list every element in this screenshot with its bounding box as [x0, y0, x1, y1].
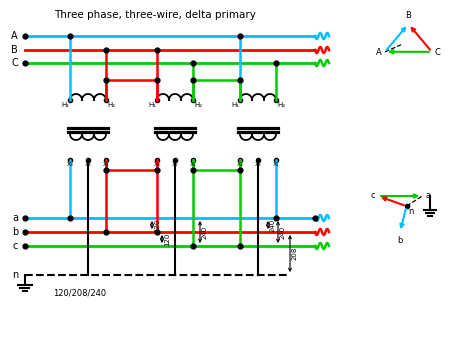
Text: H₂: H₂ — [277, 102, 285, 108]
Text: 208: 208 — [292, 247, 298, 260]
Text: A: A — [11, 31, 18, 41]
Text: A: A — [376, 48, 382, 57]
Text: 240: 240 — [202, 225, 208, 239]
Text: X₃: X₃ — [67, 162, 73, 167]
Text: C: C — [435, 48, 441, 57]
Text: X₂: X₂ — [172, 162, 178, 167]
Text: a: a — [12, 213, 18, 223]
Text: 240: 240 — [280, 225, 286, 239]
Text: X₃: X₃ — [154, 162, 160, 167]
Text: B: B — [11, 45, 18, 55]
Text: X₁: X₁ — [190, 162, 196, 167]
Text: Three phase, three-wire, delta primary: Three phase, three-wire, delta primary — [54, 10, 256, 20]
Text: B: B — [405, 11, 411, 20]
Text: 240: 240 — [270, 218, 276, 231]
Text: H₂: H₂ — [194, 102, 202, 108]
Text: H₁: H₁ — [231, 102, 239, 108]
Text: 120: 120 — [154, 218, 160, 232]
Text: X₁: X₁ — [103, 162, 109, 167]
Text: X₁: X₁ — [273, 162, 279, 167]
Text: b: b — [397, 236, 402, 245]
Text: C: C — [11, 58, 18, 68]
Text: H₁: H₁ — [61, 102, 69, 108]
Text: c: c — [370, 191, 375, 200]
Text: c: c — [13, 241, 18, 251]
Text: X₂: X₂ — [255, 162, 261, 167]
Text: X₂: X₂ — [85, 162, 91, 167]
Text: H₂: H₂ — [107, 102, 115, 108]
Text: 120/208/240: 120/208/240 — [54, 289, 107, 298]
Text: 120: 120 — [164, 232, 170, 246]
Text: n: n — [12, 270, 18, 280]
Text: H₁: H₁ — [148, 102, 156, 108]
Text: a: a — [425, 191, 430, 200]
Text: X₃: X₃ — [237, 162, 243, 167]
Text: b: b — [12, 227, 18, 237]
Text: n: n — [409, 207, 414, 216]
